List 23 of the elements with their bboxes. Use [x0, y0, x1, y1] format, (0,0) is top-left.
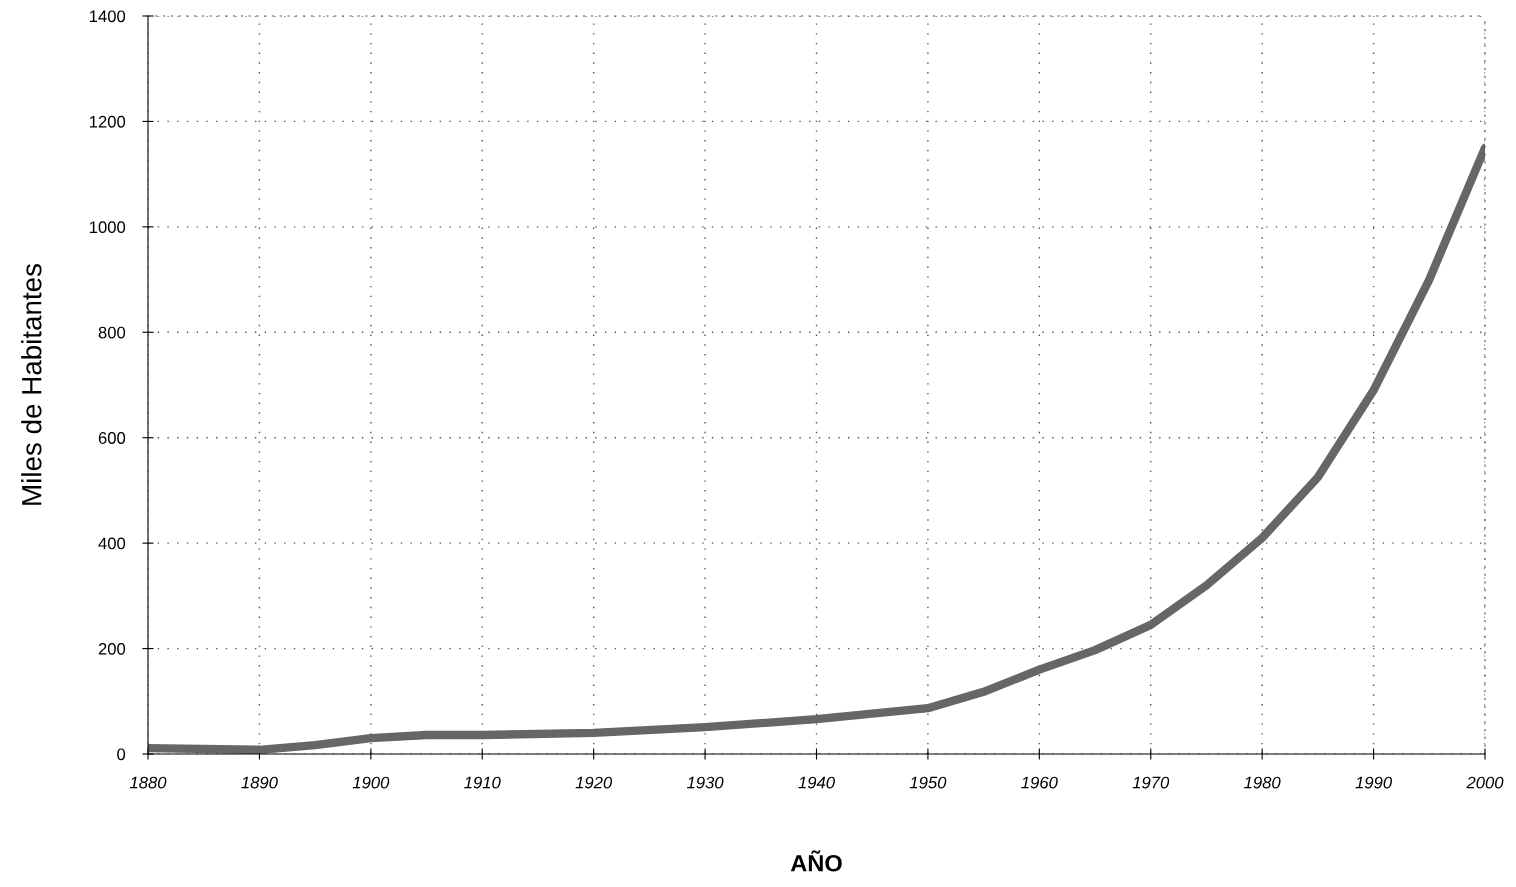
y-tick-label: 400	[98, 537, 126, 550]
y-tick-label: 1200	[89, 115, 126, 128]
x-tick-label: 2000	[1466, 776, 1504, 789]
x-axis-title: AÑO	[790, 850, 842, 872]
y-tick-label: 1000	[89, 221, 126, 234]
x-tick-label: 1920	[575, 776, 613, 789]
x-tick-label: 1910	[464, 776, 501, 789]
x-tick-label: 1900	[352, 776, 390, 789]
x-tick-label: 1970	[1132, 776, 1170, 789]
y-tick-label: 800	[98, 326, 126, 339]
y-tick-label: 0	[117, 748, 126, 761]
y-axis-title: Miles de Habitantes	[21, 264, 42, 505]
x-tick-label: 1950	[909, 776, 947, 789]
y-tick-label: 200	[98, 642, 126, 655]
x-tick-label: 1930	[686, 776, 724, 789]
x-tick-label: 1990	[1355, 776, 1392, 789]
x-tick-label: 1880	[129, 776, 167, 789]
y-tick-label: 1400	[89, 10, 126, 23]
x-tick-label: 1890	[241, 776, 278, 789]
y-tick-label: 600	[98, 432, 126, 444]
x-tick-label: 1980	[1244, 776, 1281, 789]
x-tick-label: 1940	[798, 776, 835, 789]
x-tick-label: 1960	[1021, 776, 1058, 789]
